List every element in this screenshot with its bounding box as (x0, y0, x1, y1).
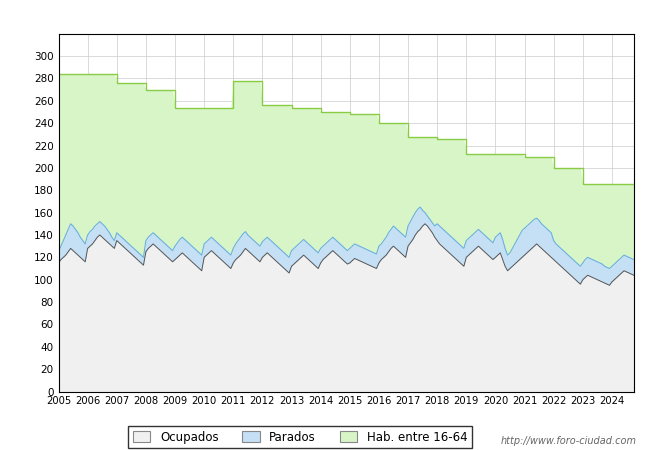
Text: http://www.foro-ciudad.com: http://www.foro-ciudad.com (501, 436, 637, 446)
Legend: Ocupados, Parados, Hab. entre 16-64: Ocupados, Parados, Hab. entre 16-64 (128, 426, 472, 449)
Text: San Martín de Oscos - Evolucion de la poblacion en edad de Trabajar Septiembre d: San Martín de Oscos - Evolucion de la po… (16, 10, 634, 23)
